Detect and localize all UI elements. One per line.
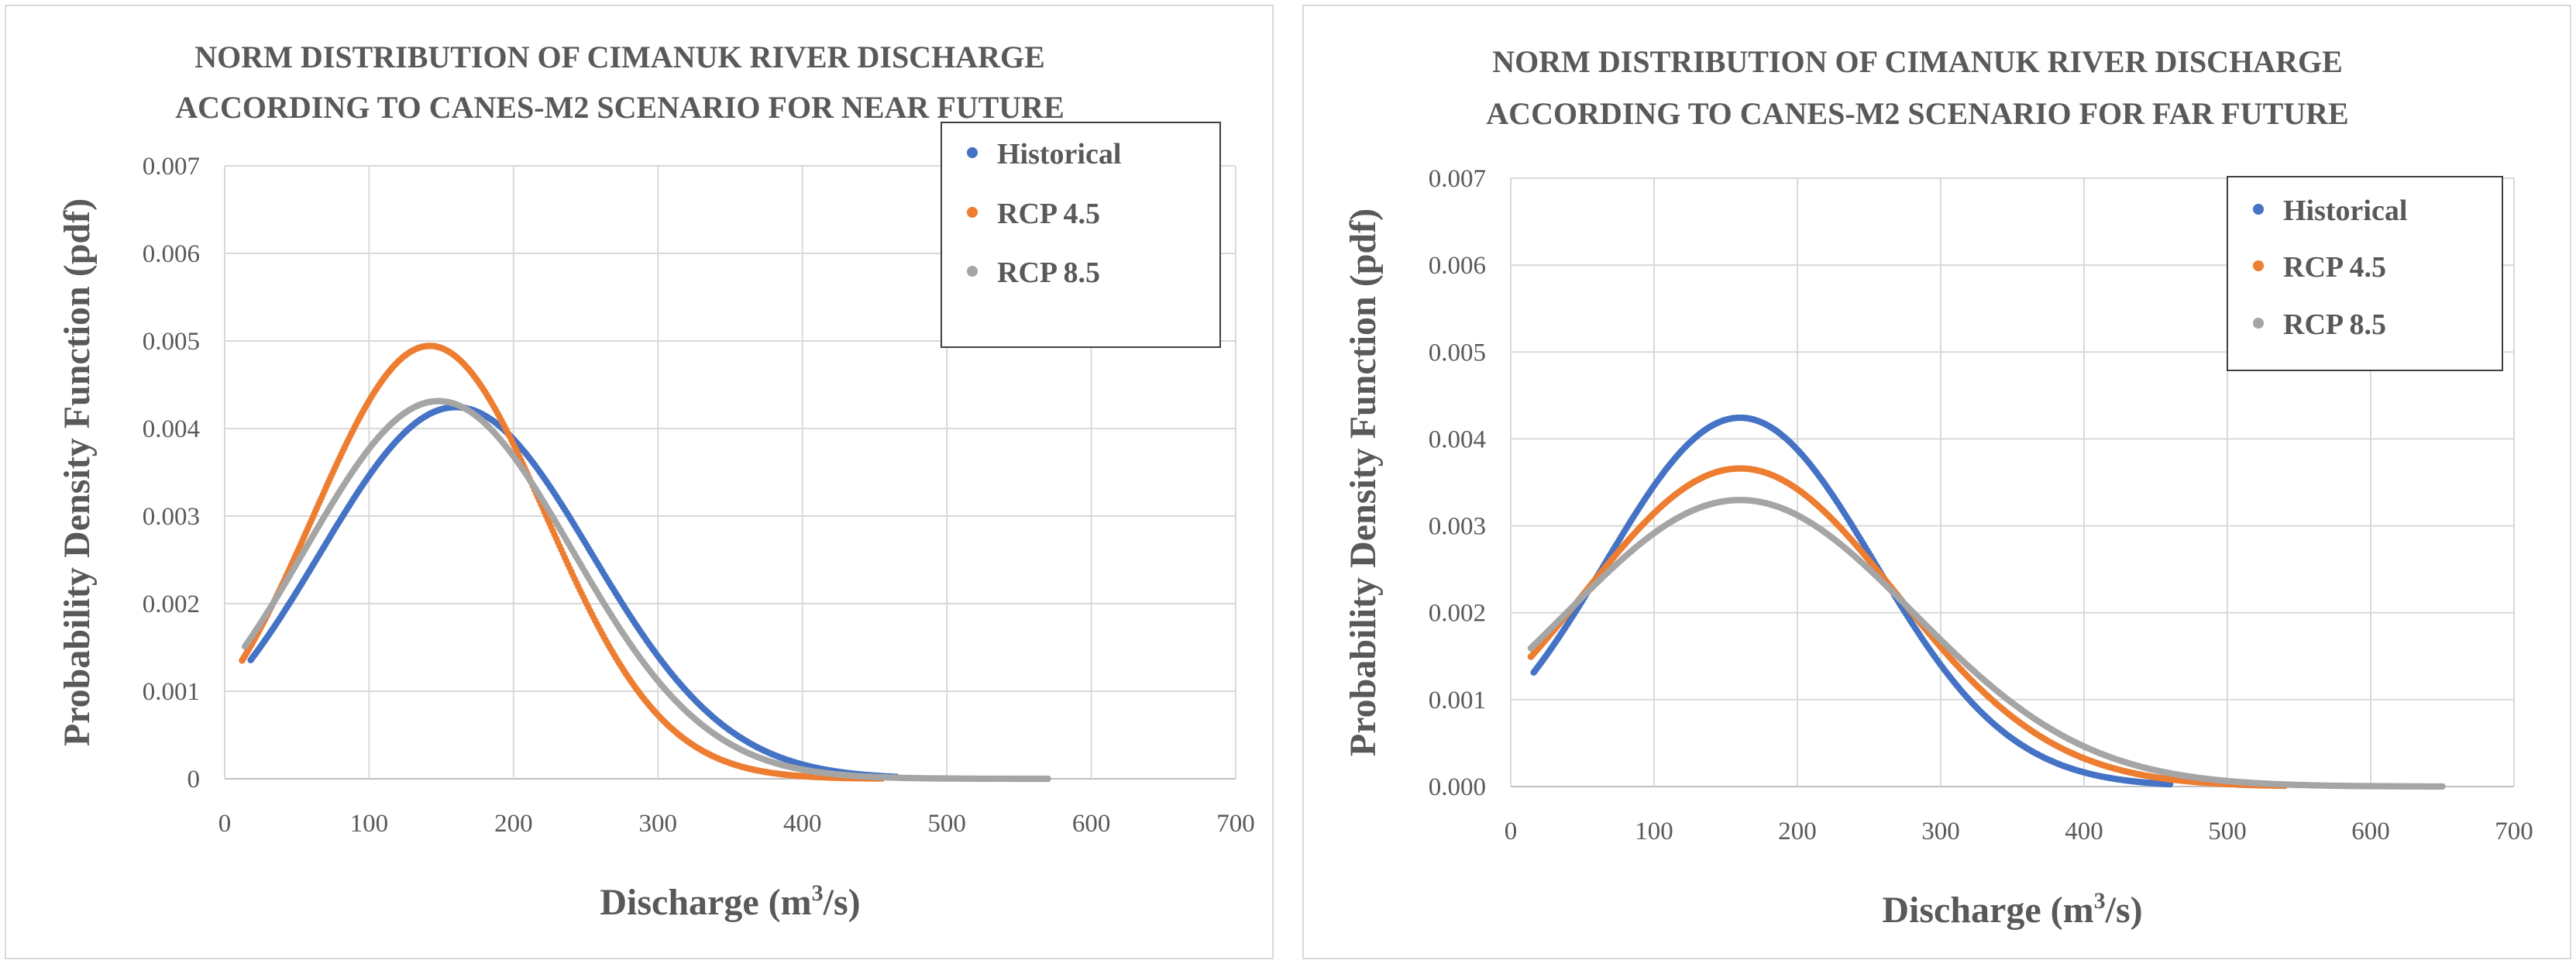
chart-title-line: ACCORDING TO CANES-M2 SCENARIO FOR FAR F… <box>1486 96 2348 131</box>
x-tick-label: 0 <box>218 810 232 838</box>
legend-label: RCP 4.5 <box>2283 251 2386 284</box>
y-tick-label: 0.003 <box>1429 513 1486 541</box>
legend-label: RCP 4.5 <box>997 198 1100 230</box>
x-tick-label: 700 <box>2495 818 2533 845</box>
legend-marker <box>967 266 978 277</box>
legend-label: Historical <box>2283 195 2407 227</box>
chart-title-line: ACCORDING TO CANES-M2 SCENARIO FOR NEAR … <box>175 90 1064 125</box>
x-axis-title-main: Discharge (m <box>600 882 811 923</box>
y-tick-label: 0.005 <box>143 328 200 356</box>
x-tick-label: 500 <box>927 810 966 838</box>
y-axis-title: Probability Density Function (pdf) <box>1343 208 1384 756</box>
panel-border <box>1302 5 2571 959</box>
legend-marker <box>2253 204 2264 215</box>
chart-title-line: NORM DISTRIBUTION OF CIMANUK RIVER DISCH… <box>194 40 1045 74</box>
series-rcp-8-5 <box>1527 497 2446 790</box>
chart-panel-near-future: NORM DISTRIBUTION OF CIMANUK RIVER DISCH… <box>0 0 1278 964</box>
y-tick-label: 0.005 <box>1429 339 1486 367</box>
chart-panel-far-future: NORM DISTRIBUTION OF CIMANUK RIVER DISCH… <box>1298 0 2576 964</box>
y-tick-label: 0.003 <box>143 503 200 531</box>
x-axis-title: Discharge (m3/s) <box>600 880 860 923</box>
y-tick-label: 0.004 <box>1429 425 1486 453</box>
far-future-chart: NORM DISTRIBUTION OF CIMANUK RIVER DISCH… <box>1343 44 2533 931</box>
x-tick-label: 500 <box>2208 818 2247 845</box>
y-axis-title: Probability Density Function (pdf) <box>57 198 98 746</box>
x-axis-title-tail: /s) <box>2105 890 2143 931</box>
legend-marker <box>2253 260 2264 271</box>
y-tick-label: 0.004 <box>143 415 200 443</box>
legend-marker <box>2253 318 2264 329</box>
x-tick-label: 400 <box>2065 818 2103 845</box>
y-tick-label: 0.001 <box>143 678 200 706</box>
x-tick-label: 200 <box>1778 818 1817 845</box>
legend-box <box>941 122 1221 348</box>
x-tick-label: 100 <box>1635 818 1673 845</box>
legend-marker <box>967 207 978 218</box>
y-tick-label: 0.007 <box>143 153 200 181</box>
y-tick-label: 0.006 <box>1429 252 1486 280</box>
x-axis-title-superscript: 3 <box>812 880 824 906</box>
x-tick-label: 600 <box>2351 818 2390 845</box>
x-axis-title-tail: /s) <box>823 882 861 923</box>
y-tick-label: 0.007 <box>1429 165 1486 193</box>
series-rcp-8-5 <box>241 398 1051 783</box>
x-tick-label: 300 <box>639 810 678 838</box>
x-tick-label: 300 <box>1921 818 1960 845</box>
x-tick-label: 0 <box>1505 818 1518 845</box>
legend-label: Historical <box>997 138 1121 170</box>
x-tick-label: 400 <box>783 810 822 838</box>
legend-label: RCP 8.5 <box>2283 308 2386 341</box>
y-tick-label: 0.006 <box>143 240 200 268</box>
x-tick-label: 200 <box>494 810 533 838</box>
x-tick-label: 600 <box>1072 810 1111 838</box>
data-point <box>2439 783 2446 790</box>
y-tick-label: 0.002 <box>1429 600 1486 628</box>
x-axis-title-superscript: 3 <box>2094 888 2106 914</box>
chart-title-line: NORM DISTRIBUTION OF CIMANUK RIVER DISCH… <box>1492 44 2343 79</box>
x-tick-label: 100 <box>350 810 389 838</box>
legend-label: RCP 8.5 <box>997 256 1100 289</box>
series-historical <box>247 404 900 780</box>
series-rcp-4-5 <box>239 343 886 782</box>
x-axis-title-main: Discharge (m <box>1882 890 2093 931</box>
near-future-chart: NORM DISTRIBUTION OF CIMANUK RIVER DISCH… <box>57 40 1255 923</box>
x-axis-title: Discharge (m3/s) <box>1882 888 2142 931</box>
y-tick-label: 0.002 <box>143 590 200 618</box>
series-rcp-4-5 <box>1527 465 2289 790</box>
y-tick-label: 0 <box>187 766 201 794</box>
legend-marker <box>967 147 978 158</box>
y-tick-label: 0.001 <box>1429 687 1486 714</box>
x-tick-label: 700 <box>1216 810 1255 838</box>
panel-border <box>5 5 1274 959</box>
legend-box <box>2227 176 2503 371</box>
data-point <box>1044 775 1051 783</box>
series-historical <box>1530 414 2174 788</box>
y-tick-label: 0.000 <box>1429 773 1486 801</box>
